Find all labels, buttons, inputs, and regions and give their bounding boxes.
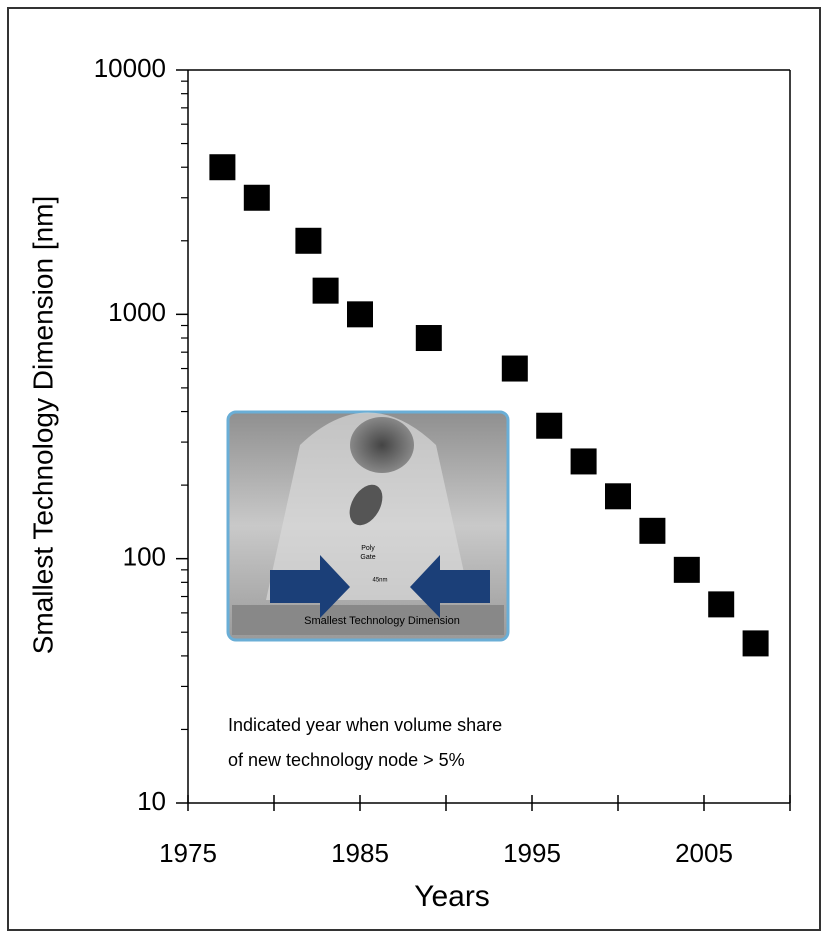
marker [243,184,270,211]
y-tick-label: 1000 [108,297,166,327]
inset-arrow [270,555,350,618]
inset-label: Smallest Technology Dimension [304,615,460,627]
x-tick-label: 1975 [159,838,217,868]
x-tick-label: 1985 [331,838,389,868]
inset-blob [349,484,383,526]
y-tick-label: 10000 [94,53,166,83]
marker [605,483,631,510]
frame [7,7,821,931]
marker [347,301,373,328]
x-axis-label: Years [414,880,490,913]
marker [570,448,597,475]
inset-arrow [410,555,490,618]
annotation: of new technology node > 5% [228,750,465,770]
marker [312,277,339,304]
x-tick-label: 2005 [675,838,733,868]
marker [501,355,528,382]
y-tick-label: 100 [123,542,166,572]
inset-label: Gate [360,554,375,561]
inset-label: 45nm [372,578,387,584]
x-tick-label: 1995 [503,838,561,868]
inset: Poly Gate 45nm Smallest Technology Dimen… [226,410,510,642]
annotation: Indicated year when volume share [228,715,502,735]
marker [295,227,322,254]
y-axis-label: Smallest Technology Dimension [nm] [27,196,58,655]
marker [742,630,769,657]
inset-label: Poly [361,545,375,552]
inset-substrate [232,605,504,635]
marker [639,517,666,544]
y-tick-label: 10 [137,786,166,816]
marker [536,412,563,439]
marker [673,556,700,583]
marker [708,591,735,618]
marker [209,154,236,181]
marker [415,325,442,352]
inset-blob [350,417,414,473]
